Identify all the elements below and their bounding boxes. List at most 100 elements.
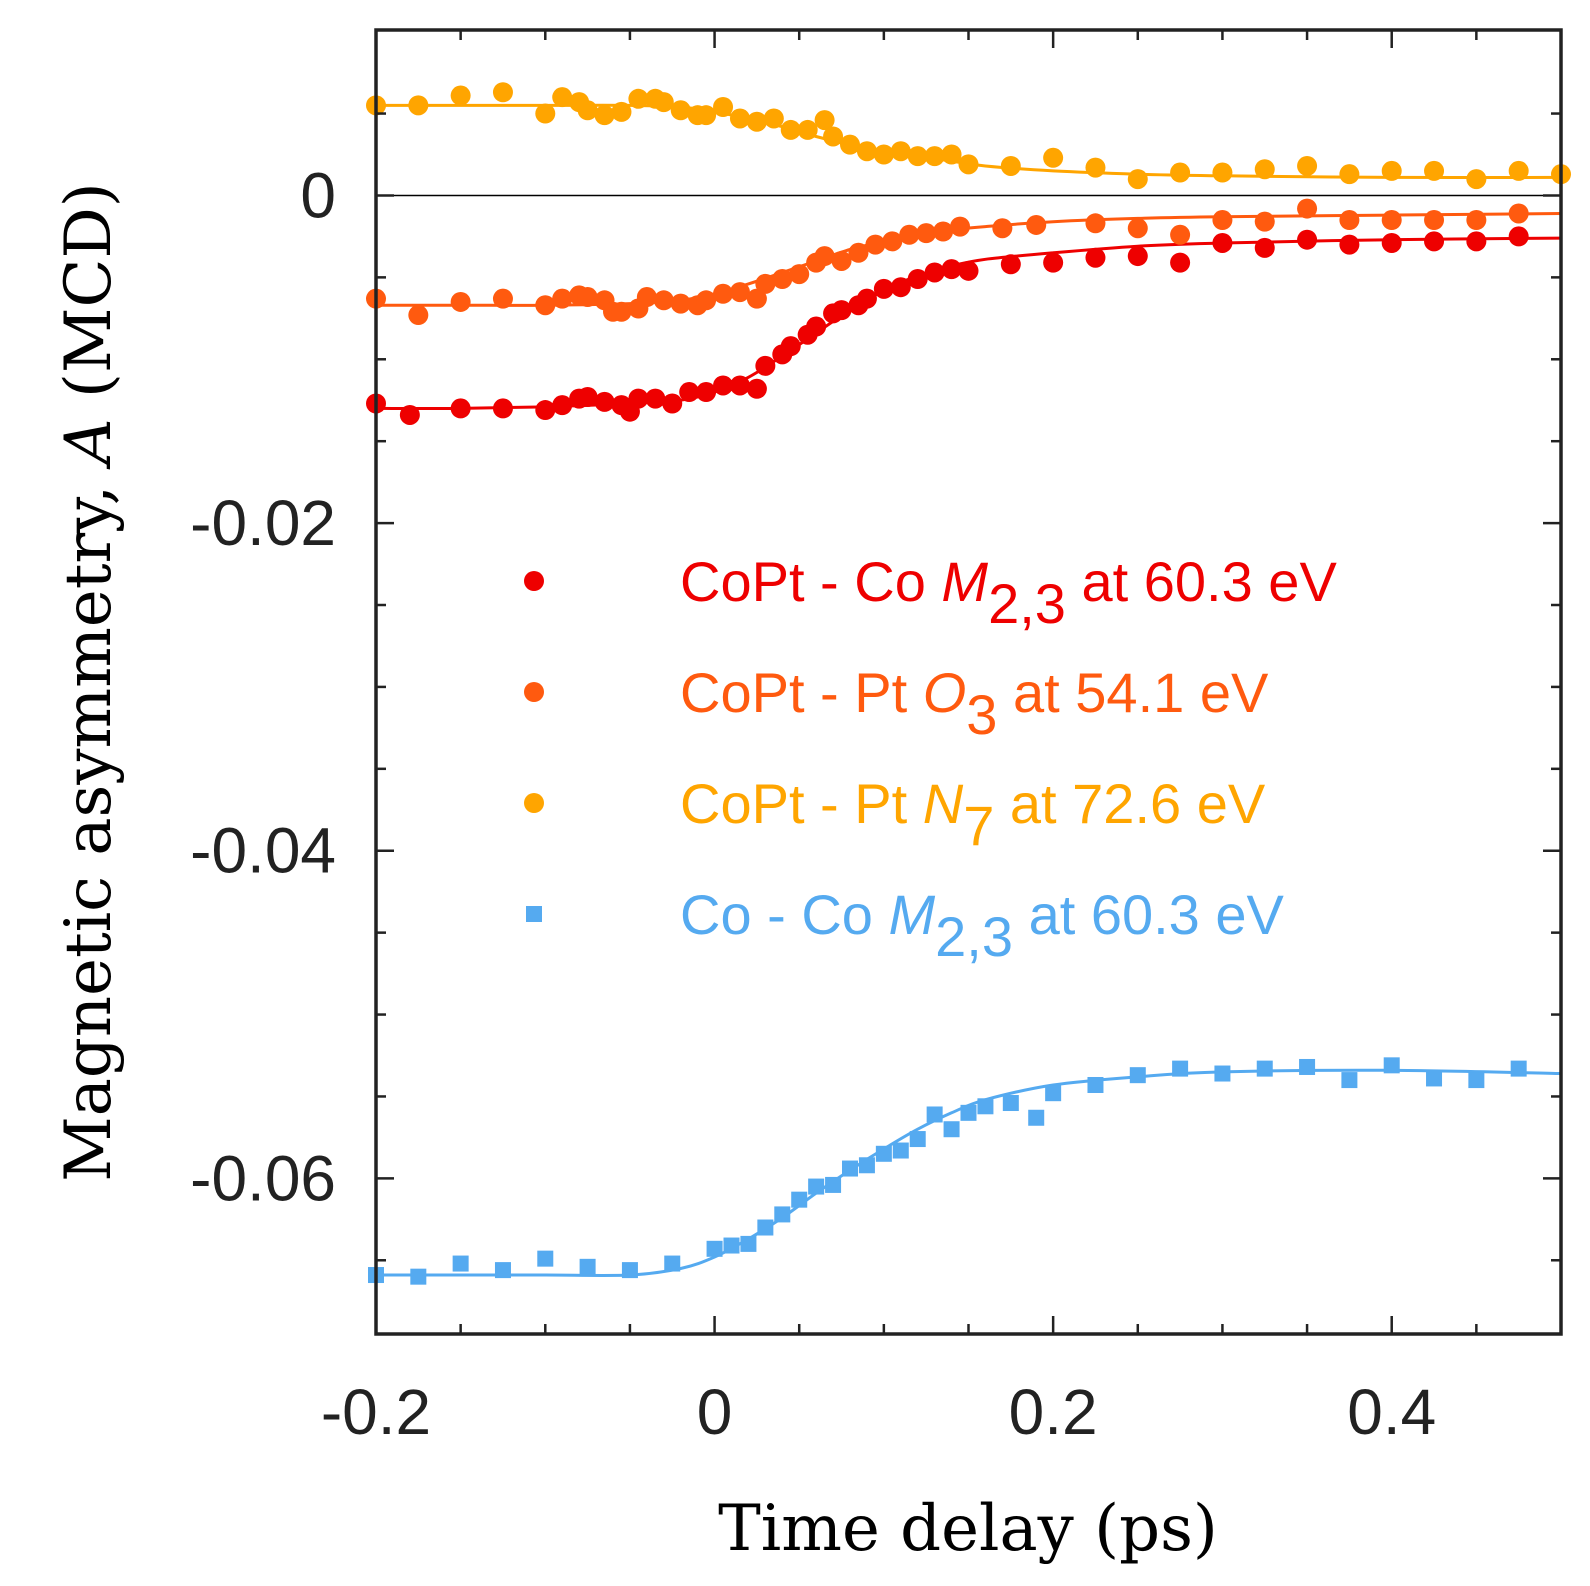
data-point-series-4 [706,1240,723,1257]
data-point-series-3 [763,108,784,129]
legend-label-symbol: N [923,772,964,835]
y-tick-label: -0.06 [190,1142,336,1214]
data-point-series-1 [1297,229,1318,250]
data-point-series-2 [933,221,954,242]
data-point-series-3 [1508,160,1529,181]
data-point-series-1 [1466,231,1487,252]
legend-label: CoPt - Co M2,3 at 60.3 eV [680,550,1337,635]
data-point-series-2 [789,264,810,285]
y-tick-label: 0 [300,159,336,231]
data-point-series-2 [848,242,869,263]
data-point-series-4 [1510,1060,1527,1077]
data-point-series-3 [924,146,945,167]
data-point-series-2 [611,301,632,322]
data-point-series-4 [723,1237,740,1254]
legend-marker [526,906,542,922]
data-point-series-4 [1426,1070,1443,1087]
data-point-series-4 [1383,1057,1400,1074]
data-point-series-2 [636,287,657,308]
legend-label: CoPt - Pt N7 at 72.6 eV [680,772,1266,857]
legend-label-symbol: O [923,661,967,724]
data-point-series-1 [399,404,420,425]
data-point-series-3 [1127,169,1148,190]
data-point-series-2 [653,290,674,311]
legend-marker [524,793,544,813]
data-point-series-4 [740,1235,757,1252]
data-point-series-3 [670,100,691,121]
data-point-series-4 [452,1255,469,1272]
data-point-series-4 [926,1106,943,1123]
data-point-series-1 [594,391,615,412]
data-point-series-1 [492,398,513,419]
data-point-series-3 [1466,169,1487,190]
data-point-series-3 [729,108,750,129]
data-point-series-2 [1085,213,1106,234]
data-point-series-1 [806,316,827,337]
data-point-series-1 [713,375,734,396]
data-point-series-1 [1000,254,1021,275]
data-point-series-1 [1254,237,1275,258]
data-point-series-3 [552,87,573,108]
data-point-series-2 [577,287,598,308]
legend-label-subscript: 3 [966,683,997,746]
data-point-series-4 [757,1219,774,1236]
data-point-series-4 [808,1178,825,1195]
data-point-series-1 [1127,246,1148,267]
data-point-series-4 [791,1191,808,1208]
data-point-series-3 [696,105,717,126]
legend-label: CoPt - Pt O3 at 54.1 eV [680,661,1269,746]
data-point-series-3 [1297,155,1318,176]
data-point-series-1 [1085,247,1106,268]
data-point-series-1 [941,259,962,280]
legend-label-energy: at 72.6 eV [994,772,1266,835]
legend-label: Co - Co M2,3 at 60.3 eV [680,883,1285,968]
data-point-series-2 [492,288,513,309]
legend-marker [524,682,544,702]
data-point-series-3 [594,105,615,126]
data-point-series-4 [1299,1058,1316,1075]
data-point-series-2 [831,250,852,271]
data-point-series-2 [713,283,734,304]
data-point-series-1 [645,388,666,409]
data-point-series-1 [873,278,894,299]
data-point-series-3 [492,82,513,103]
data-point-series-4 [825,1176,842,1193]
legend-label-text: Co - Co [680,883,889,946]
data-point-series-2 [1339,210,1360,231]
data-point-series-3 [1212,162,1233,183]
data-point-series-3 [814,110,835,131]
data-point-series-1 [450,398,471,419]
data-point-series-4 [664,1255,681,1272]
legend-label-text: CoPt - Pt [680,661,923,724]
data-point-series-2 [1297,198,1318,219]
data-point-series-4 [875,1145,892,1162]
data-point-series-2 [899,224,920,245]
data-point-series-1 [662,393,683,414]
data-point-series-3 [780,119,801,140]
legend-label-subscript: 2,3 [988,572,1066,635]
data-point-series-2 [755,273,776,294]
data-point-series-3 [1043,147,1064,168]
data-point-series-3 [797,119,818,140]
data-point-series-2 [1254,211,1275,232]
x-tick-label: -0.2 [321,1376,431,1448]
data-point-series-3 [890,141,911,162]
legend: CoPt - Co M2,3 at 60.3 eV CoPt - Pt O3 at… [524,550,1337,968]
data-point-series-2 [916,223,937,244]
data-point-series-2 [450,291,471,312]
data-point-series-3 [746,111,767,132]
legend-label-subscript: 7 [963,794,994,857]
data-point-series-1 [679,382,700,403]
legend-label-text: CoPt - Pt [680,772,923,835]
data-point-series-4 [842,1160,858,1177]
data-points [366,82,1571,1285]
data-point-series-3 [611,101,632,122]
data-point-series-4 [892,1142,909,1159]
data-point-series-3 [713,96,734,117]
legend-label-subscript: 2,3 [935,905,1013,968]
data-point-series-1 [746,378,767,399]
data-point-series-2 [696,290,717,311]
data-point-series-2 [865,234,886,255]
data-point-series-2 [1424,210,1445,231]
data-point-series-4 [909,1131,926,1148]
